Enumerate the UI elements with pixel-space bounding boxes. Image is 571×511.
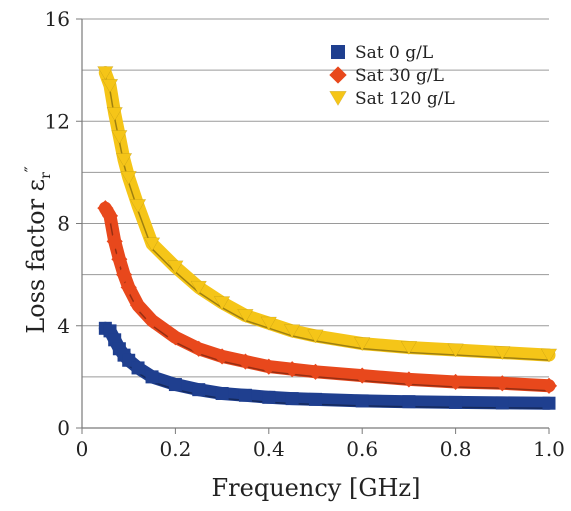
series-2 [97,200,558,394]
data-point [143,312,161,329]
data-point [285,392,299,406]
data-point [447,373,464,391]
x-axis-title: Frequency [GHz] [212,474,421,502]
data-point [129,297,147,314]
data-point [542,396,556,410]
x-tick-label: 0.6 [346,437,378,461]
data-point [213,296,231,311]
data-point [106,233,123,250]
x-tick-label: 0.8 [440,437,472,461]
data-point [260,358,277,375]
x-tick-label: 0.4 [253,437,285,461]
data-point [190,340,207,357]
data-point [120,279,137,296]
y-tick-label: 16 [45,7,70,31]
legend-label-1: Sat 0 g/L [355,43,433,63]
data-point [262,390,276,404]
y-axis-title-sub: r [38,172,54,179]
data-point [354,367,371,384]
y-tick-label: 12 [45,109,70,133]
data-point [447,343,464,358]
x-tick-label: 0.2 [159,437,191,461]
data-point [111,130,128,145]
data-point [284,361,301,378]
data-point [111,251,128,268]
data-point [402,395,416,409]
data-point [190,280,207,295]
data-point [115,266,133,283]
data-point [101,207,119,224]
legend-marker-1 [331,45,345,59]
y-axis-title: Loss factor εr″ [21,166,54,334]
data-point [106,107,123,122]
data-point [307,329,324,344]
data-point [120,170,137,186]
legend: Sat 0 g/L Sat 30 g/L Sat 120 g/L [329,43,455,109]
series-1 [98,321,556,410]
data-series [97,66,558,410]
data-point [101,78,119,93]
data-point [168,378,182,392]
data-point [494,375,511,392]
data-point [97,200,114,217]
data-point [307,363,324,380]
data-point [309,392,322,406]
series-3 [97,66,558,363]
x-tick-label: 0 [76,437,89,461]
data-point [143,237,161,252]
data-point [145,370,159,384]
x-tick-label: 1.0 [533,437,565,461]
data-point [283,324,301,339]
legend-marker-2 [329,66,347,84]
data-point [353,337,371,352]
data-point [540,348,558,363]
data-point [214,348,231,365]
data-point [238,388,252,402]
y-axis-title-main: Loss factor ε [22,179,50,334]
legend-marker-3 [329,91,347,107]
data-point [167,260,184,275]
data-point [355,394,369,408]
y-axis-title-sup: ″ [21,166,40,172]
data-point [237,309,254,324]
y-tick-label: 8 [57,212,70,236]
data-point [495,396,509,410]
data-point [237,353,254,370]
tick-labels: 0 4 8 12 16 0 0.2 0.4 0.6 0.8 1.0 [45,7,565,461]
data-point [494,346,511,361]
data-point [400,340,418,355]
data-point [449,395,463,409]
series-shadow-2 [104,212,550,392]
data-point [167,329,184,346]
data-point [192,383,206,397]
series-band-2 [98,201,556,393]
data-point [215,386,229,400]
series-band-3 [98,66,556,362]
legend-label-3: Sat 120 g/L [355,89,455,109]
data-point [97,66,114,81]
data-point [129,199,147,214]
legend-label-2: Sat 30 g/L [355,66,444,86]
y-tick-label: 0 [57,416,70,440]
data-point [260,316,278,331]
data-point [540,377,558,394]
series-shadow-3 [104,77,550,361]
data-point [400,371,417,388]
data-point [115,153,133,168]
y-tick-label: 4 [57,314,70,338]
data-point [131,361,145,375]
